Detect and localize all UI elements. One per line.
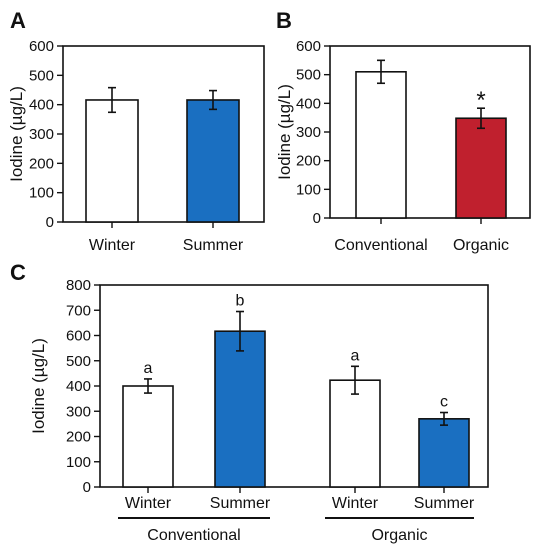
- y-tick-label: 100: [66, 454, 91, 471]
- y-tick-label: 200: [66, 429, 91, 446]
- bar: [122, 385, 174, 488]
- y-tick-label: 200: [296, 153, 321, 170]
- panel-letter: A: [10, 8, 26, 33]
- group-label: Organic: [371, 527, 427, 544]
- significance-letter: c: [440, 394, 448, 411]
- y-tick-label: 0: [46, 214, 54, 231]
- y-tick-label: 600: [29, 38, 54, 55]
- y-tick-label: 400: [29, 97, 54, 114]
- bar: [85, 99, 139, 223]
- y-tick-label: 600: [296, 38, 321, 55]
- panel-b: B 0 100 200 300 400 500 600 Iodine (µg/L) Convent…: [275, 8, 531, 254]
- bar: [186, 99, 240, 223]
- y-tick-label: 300: [29, 126, 54, 143]
- y-tick-label: 500: [296, 67, 321, 84]
- category-label: Winter: [332, 495, 379, 512]
- panel-letter: B: [276, 8, 292, 33]
- y-axis-label: Iodine (µg/L): [7, 86, 26, 182]
- y-tick-label: 600: [66, 328, 91, 345]
- bar: [355, 71, 407, 219]
- significance-letter: a: [351, 347, 360, 364]
- category-label: Winter: [125, 495, 172, 512]
- y-axis-label: Iodine (µg/L): [29, 338, 48, 434]
- significance-star: *: [476, 87, 485, 114]
- category-label: Conventional: [334, 237, 427, 254]
- y-axis-label: Iodine (µg/L): [275, 84, 294, 180]
- y-tick-label: 300: [296, 124, 321, 141]
- y-tick-label: 700: [66, 302, 91, 319]
- category-label: Summer: [183, 237, 244, 254]
- y-tick-label: 500: [29, 67, 54, 84]
- panel-a: A 0 100 200 300 400 500 600 Iodine (µg/L) Winter S…: [7, 8, 265, 254]
- y-tick-label: 400: [66, 378, 91, 395]
- panel-c: C 0 100 200 300 400 500 600 700 800 Iodine (µg/L) W…: [10, 260, 489, 544]
- y-tick-label: 100: [29, 185, 54, 202]
- group-label: Conventional: [147, 527, 240, 544]
- y-tick-label: 200: [29, 155, 54, 172]
- bar: [455, 117, 507, 219]
- y-tick-label: 500: [66, 353, 91, 370]
- category-label: Summer: [210, 495, 271, 512]
- significance-letter: b: [236, 293, 245, 310]
- significance-letter: a: [144, 360, 153, 377]
- category-label: Summer: [414, 495, 475, 512]
- panel-letter: C: [10, 260, 26, 285]
- y-tick-label: 400: [296, 95, 321, 112]
- bar: [214, 330, 266, 488]
- y-tick-label: 0: [83, 479, 91, 496]
- bar: [329, 379, 381, 488]
- y-tick-label: 100: [296, 181, 321, 198]
- category-label: Organic: [453, 237, 509, 254]
- y-tick-label: 0: [313, 210, 321, 227]
- y-tick-label: 300: [66, 403, 91, 420]
- category-label: Winter: [89, 237, 136, 254]
- y-tick-label: 800: [66, 277, 91, 294]
- bar: [418, 418, 470, 488]
